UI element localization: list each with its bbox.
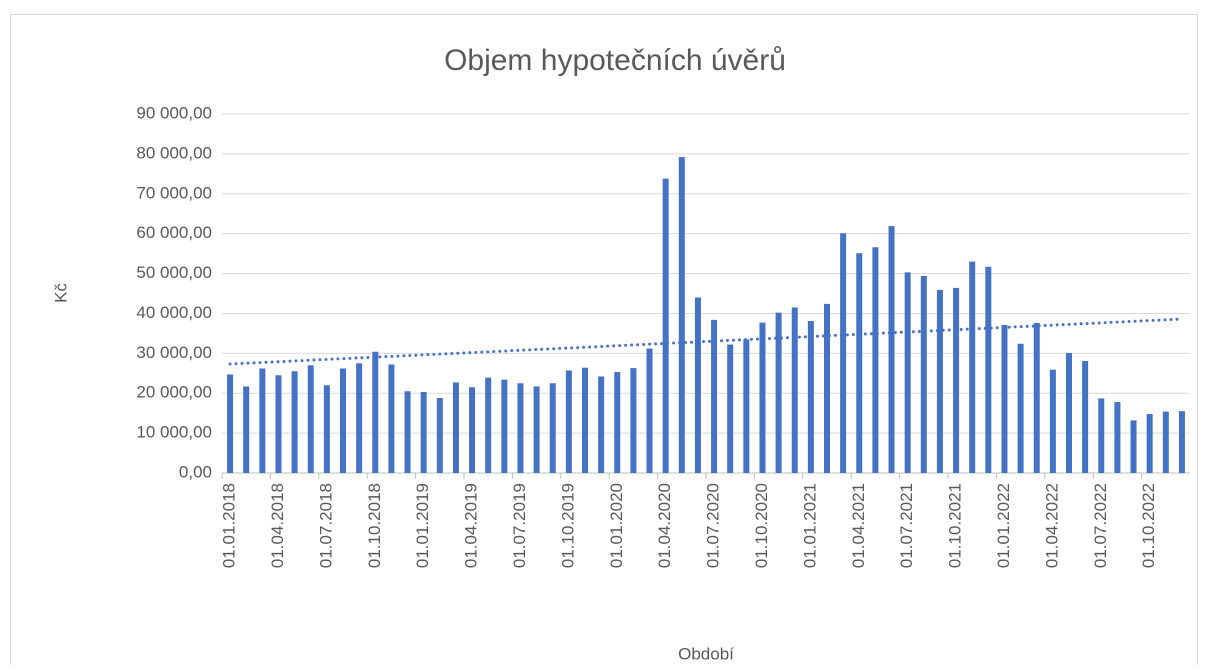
bar — [630, 368, 637, 473]
bar — [920, 275, 927, 473]
bar — [856, 253, 863, 473]
bar — [807, 321, 814, 473]
bar — [436, 398, 443, 473]
bar — [598, 376, 605, 473]
y-tick-label: 80 000,00 — [136, 143, 212, 162]
bar — [1066, 352, 1072, 473]
x-tick-label: 01.10.2019 — [558, 483, 577, 568]
bar — [1098, 398, 1105, 473]
bar — [549, 383, 556, 473]
bar — [1114, 401, 1121, 473]
x-tick-label: 01.10.2022 — [1139, 483, 1158, 568]
chart-title: Objem hypotečních úvěrů — [444, 44, 786, 77]
bar — [791, 307, 798, 473]
bar — [743, 339, 750, 473]
bar — [775, 312, 782, 473]
bar — [356, 363, 363, 473]
bar — [727, 344, 734, 473]
y-tick-label: 30 000,00 — [136, 343, 212, 362]
bar — [388, 364, 395, 473]
bar — [259, 368, 266, 473]
bar — [565, 370, 572, 473]
bar — [291, 371, 298, 473]
bar — [323, 385, 330, 473]
bar — [469, 387, 476, 473]
bar — [888, 226, 895, 473]
x-tick-label: 01.01.2020 — [607, 483, 626, 568]
bar — [1017, 343, 1024, 473]
x-tick-label: 01.07.2022 — [1091, 483, 1110, 568]
x-axis-title: Období — [678, 644, 734, 663]
x-tick-label: 01.07.2021 — [897, 483, 916, 568]
y-tick-label: 10 000,00 — [136, 423, 212, 442]
x-tick-label: 01.04.2022 — [1042, 483, 1061, 568]
bar — [372, 351, 379, 473]
x-tick-label: 01.04.2020 — [655, 483, 674, 568]
bar — [582, 367, 588, 473]
bar — [1162, 411, 1169, 473]
x-tick-label: 01.07.2018 — [316, 483, 335, 568]
bar — [452, 382, 459, 473]
y-tick-label: 60 000,00 — [136, 223, 212, 242]
bar — [485, 377, 492, 473]
x-tick-label: 01.01.2022 — [994, 483, 1013, 568]
y-axis-title: Kč — [51, 283, 70, 303]
y-tick-label: 70 000,00 — [136, 183, 212, 202]
bar — [953, 287, 960, 473]
bar — [1033, 323, 1040, 473]
bar — [1178, 411, 1185, 473]
x-tick-label: 01.01.2019 — [413, 483, 432, 568]
x-tick-label: 01.04.2019 — [462, 483, 481, 568]
x-tick-label: 01.01.2021 — [800, 483, 819, 568]
x-tick-label: 01.04.2018 — [268, 483, 287, 568]
bar — [243, 386, 250, 473]
bar — [275, 375, 282, 473]
x-tick-label: 01.10.2021 — [946, 483, 965, 568]
bar — [840, 233, 847, 473]
bar — [614, 372, 621, 473]
bar — [872, 247, 879, 473]
x-tick-label: 01.07.2019 — [510, 483, 529, 568]
bar — [985, 266, 992, 473]
bar — [904, 272, 911, 473]
x-tick-label: 01.01.2018 — [220, 483, 239, 568]
y-tick-label: 0,00 — [179, 462, 212, 481]
y-tick-label: 20 000,00 — [136, 383, 212, 402]
y-tick-label: 90 000,00 — [136, 103, 212, 122]
bar — [420, 392, 427, 473]
x-tick-label: 01.07.2020 — [704, 483, 723, 568]
bar — [501, 379, 508, 473]
bar — [759, 322, 766, 473]
bar — [824, 303, 830, 473]
chart-border — [10, 14, 1198, 670]
bar — [1001, 325, 1008, 473]
bar — [1082, 360, 1089, 473]
x-tick-label: 01.04.2021 — [849, 483, 868, 568]
y-tick-label: 40 000,00 — [136, 303, 212, 322]
bar — [227, 374, 234, 473]
bar — [404, 391, 411, 473]
bar — [678, 157, 685, 473]
x-tick-label: 01.10.2018 — [365, 483, 384, 568]
bar — [936, 289, 943, 473]
bar — [307, 365, 314, 473]
bar — [517, 383, 524, 473]
bar — [969, 261, 976, 473]
bar — [711, 319, 718, 473]
bar — [533, 386, 540, 473]
bar — [1130, 420, 1137, 473]
bar — [694, 297, 701, 473]
y-tick-label: 50 000,00 — [136, 263, 212, 282]
bar — [1049, 369, 1056, 473]
x-tick-label: 01.10.2020 — [752, 483, 771, 568]
bar — [340, 368, 346, 473]
bar — [662, 178, 669, 473]
bar — [646, 348, 653, 473]
bar — [1146, 413, 1153, 473]
